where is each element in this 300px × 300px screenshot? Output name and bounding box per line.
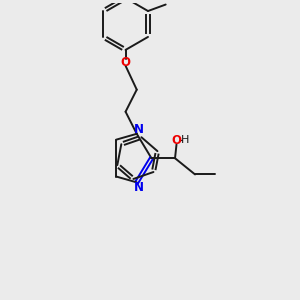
- Text: N: N: [134, 181, 144, 194]
- Text: N: N: [134, 123, 144, 136]
- Text: H: H: [181, 135, 189, 145]
- Text: O: O: [121, 56, 130, 69]
- Text: O: O: [171, 134, 181, 147]
